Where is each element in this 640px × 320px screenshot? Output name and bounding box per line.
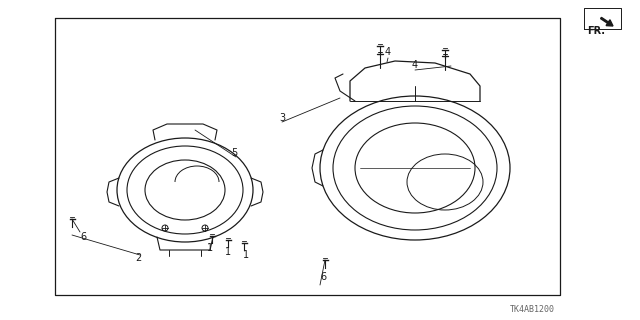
Text: 6: 6: [80, 232, 86, 242]
Text: 3: 3: [279, 113, 285, 123]
Text: 4: 4: [412, 60, 418, 70]
FancyArrow shape: [600, 17, 613, 26]
Text: 1: 1: [207, 243, 213, 253]
Text: 1: 1: [225, 247, 231, 257]
Text: FR.: FR.: [587, 26, 605, 36]
Text: 1: 1: [243, 250, 249, 260]
Text: 4: 4: [385, 47, 391, 57]
Text: 6: 6: [320, 272, 326, 282]
Text: TK4AB1200: TK4AB1200: [510, 306, 555, 315]
Text: 2: 2: [135, 253, 141, 263]
Text: 5: 5: [231, 148, 237, 158]
